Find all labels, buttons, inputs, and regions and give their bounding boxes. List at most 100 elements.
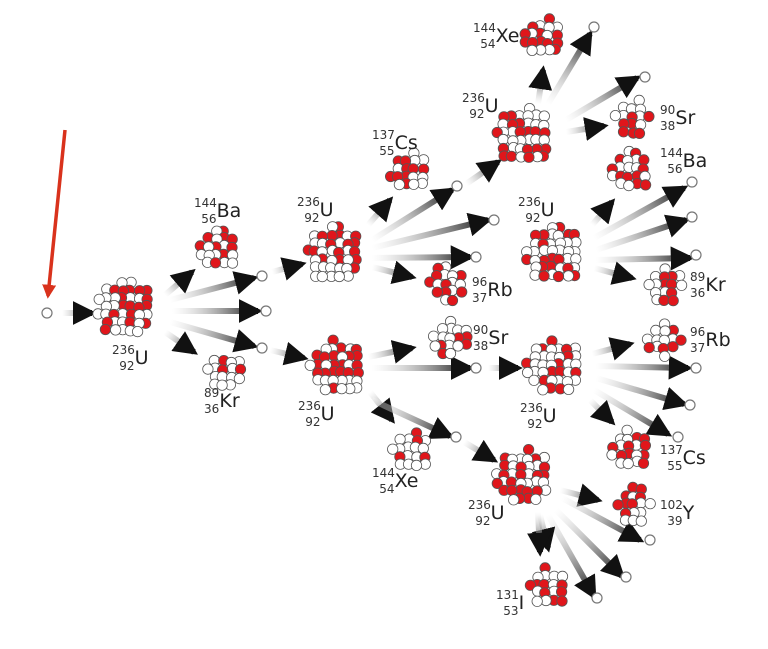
nucleon	[633, 127, 646, 139]
element-symbol: Ba	[683, 150, 708, 172]
nucleus-xe	[387, 427, 431, 471]
nuclide-label: 131 53 I	[496, 588, 524, 618]
nucleon	[526, 44, 538, 57]
nucleon	[408, 178, 420, 190]
nucleon	[639, 439, 652, 451]
nucleon	[524, 579, 537, 591]
nucleus-u	[302, 221, 362, 283]
atomic-number: 38	[660, 119, 675, 133]
nucleon	[623, 180, 635, 192]
nucleon	[452, 340, 464, 352]
arrow	[595, 214, 691, 253]
arrow	[371, 260, 417, 284]
arrow	[545, 29, 593, 106]
nucleon	[333, 270, 345, 283]
nucleon	[556, 595, 568, 607]
arrow	[169, 271, 259, 303]
nucleon	[667, 341, 679, 353]
nucleon	[643, 110, 655, 123]
element-symbol: Cs	[395, 132, 418, 154]
nuclide-label: 90 38 Sr	[473, 323, 508, 353]
atomic-number: 54	[379, 482, 394, 496]
neutron	[588, 21, 600, 33]
mass-number: 236	[112, 343, 135, 357]
nucleon	[644, 498, 656, 510]
nucleon	[612, 499, 624, 511]
nucleon	[659, 350, 671, 362]
arrow	[593, 261, 637, 285]
element-symbol: U	[491, 502, 505, 524]
neutron	[451, 180, 463, 192]
mass-number: 90	[473, 323, 488, 337]
arrow	[565, 117, 609, 141]
nucleus-i	[524, 562, 569, 607]
mass-number: 144	[194, 196, 217, 210]
element-symbol: Y	[682, 502, 695, 524]
atomic-number: 92	[469, 107, 484, 121]
neutron	[672, 431, 684, 443]
atomic-number: 36	[204, 402, 219, 416]
nucleon	[609, 110, 622, 122]
nucleon	[216, 379, 228, 391]
nucleon	[552, 270, 565, 283]
arrow	[367, 340, 417, 364]
nucleon	[446, 294, 459, 307]
nucleon	[427, 330, 440, 342]
neutron	[470, 362, 482, 374]
arrow	[370, 187, 457, 243]
neutron	[644, 534, 656, 546]
arrow	[564, 75, 642, 123]
atomic-number: 56	[667, 162, 682, 176]
nucleus-ba	[194, 225, 239, 269]
nucleon	[394, 433, 406, 445]
element-symbol: Rb	[705, 329, 730, 351]
atomic-number: 37	[690, 341, 705, 355]
nucleon	[319, 384, 331, 396]
nucleon	[234, 363, 247, 375]
nucleon	[675, 279, 688, 291]
element-symbol: Cs	[683, 447, 706, 469]
nuclide-label: 236 92 U	[112, 343, 149, 373]
element-symbol: Rb	[487, 279, 512, 301]
arrow	[371, 212, 493, 251]
arrow	[365, 196, 394, 227]
atomic-number: 37	[472, 291, 487, 305]
neutron	[686, 176, 698, 188]
neutron	[260, 305, 272, 317]
nuclide-label: 144 54 Xe	[372, 466, 418, 496]
nucleon	[226, 257, 239, 269]
nucleon	[538, 110, 550, 122]
nucleon	[132, 325, 144, 338]
neutron	[41, 307, 53, 319]
nucleon	[233, 372, 245, 385]
nucleus-u	[491, 443, 552, 506]
arrow	[528, 65, 553, 105]
nucleus-cs	[606, 424, 652, 470]
nucleus-rb	[641, 318, 687, 362]
nuclide-label: 144 56 Ba	[194, 196, 241, 226]
nucleon	[387, 443, 399, 455]
nucleon	[522, 443, 535, 456]
nucleon	[530, 493, 542, 505]
arrow	[553, 507, 626, 580]
nuclide-label: 236 92 U	[297, 195, 334, 225]
element-symbol: U	[321, 403, 335, 425]
neutron	[450, 431, 462, 443]
nucleon	[316, 270, 328, 283]
arrow	[163, 268, 196, 298]
arrow	[271, 257, 307, 281]
nucleon	[444, 347, 457, 360]
arrow	[589, 198, 616, 227]
nucleus-xe	[519, 13, 564, 57]
neutron	[690, 249, 702, 261]
nuclide-label: 236 92 U	[520, 401, 557, 431]
nucleon	[643, 341, 655, 354]
nucleon	[555, 586, 568, 598]
nucleon	[528, 374, 540, 386]
mass-number: 90	[660, 103, 675, 117]
arrow	[169, 319, 259, 353]
neutron	[686, 211, 698, 223]
atomic-number: 36	[690, 286, 705, 300]
